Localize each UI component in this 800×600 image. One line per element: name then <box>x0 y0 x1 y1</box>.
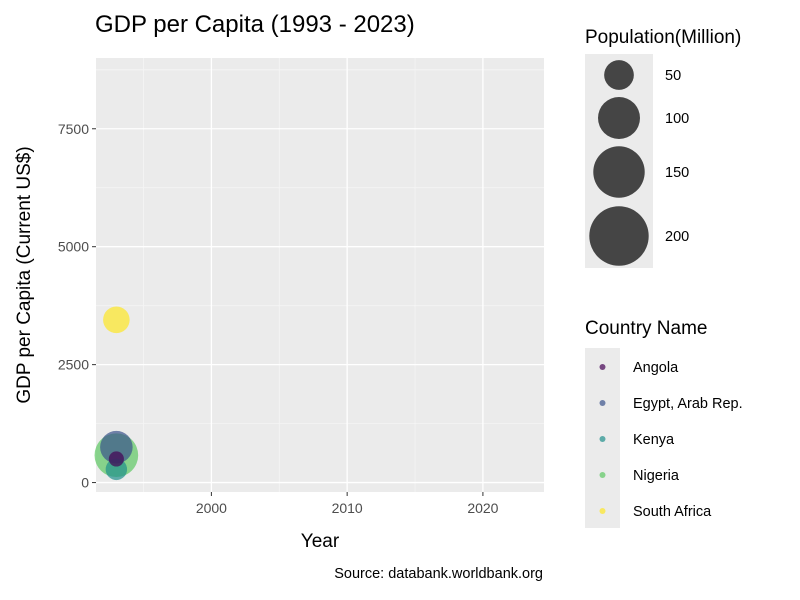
data-point-egypt-arab-rep <box>100 430 133 464</box>
x-axis-title: Year <box>301 531 340 552</box>
size-legend: Population(Million) 50 100 150 200 <box>585 27 741 268</box>
y-tick-label: 2500 <box>58 357 89 373</box>
y-tick-label: 5000 <box>58 239 89 255</box>
color-legend: Country Name Angola Egypt, Arab Rep. Kenya… <box>585 318 743 528</box>
size-legend-label: 150 <box>665 165 689 181</box>
color-legend-label: Nigeria <box>633 468 680 484</box>
y-tick-label: 7500 <box>58 121 89 137</box>
x-tick-label: 2010 <box>332 500 363 516</box>
color-legend-title: Country Name <box>585 318 708 339</box>
data-point-angola <box>108 451 124 467</box>
y-axis: 0 2500 5000 7500 <box>58 121 96 491</box>
size-legend-label: 200 <box>665 229 689 245</box>
color-legend-label: Kenya <box>633 432 675 448</box>
chart-title: GDP per Capita (1993 - 2023) <box>95 11 415 38</box>
x-tick-label: 2020 <box>467 500 498 516</box>
color-legend-label: Egypt, Arab Rep. <box>633 396 743 412</box>
size-legend-label: 50 <box>665 68 681 84</box>
size-legend-label: 100 <box>665 111 689 127</box>
size-legend-key-200 <box>589 206 649 266</box>
color-legend-key-nigeria <box>599 472 606 478</box>
size-legend-key-100 <box>598 97 640 139</box>
color-legend-key-kenya <box>599 436 606 442</box>
data-points <box>94 306 139 481</box>
x-axis: 2000 2010 2020 <box>196 492 499 516</box>
y-tick-label: 0 <box>81 475 89 491</box>
source-caption: Source: databank.worldbank.org <box>334 566 543 582</box>
size-legend-key-150 <box>593 146 645 198</box>
x-tick-label: 2000 <box>196 500 227 516</box>
grid-minor <box>96 58 544 492</box>
grid-major <box>96 58 544 492</box>
size-legend-title: Population(Million) <box>585 27 741 48</box>
size-legend-key-50 <box>604 60 634 90</box>
color-legend-key-angola <box>599 364 606 370</box>
color-legend-key-egypt-arab-rep <box>599 400 606 406</box>
y-axis-title: GDP per Capita (Current US$) <box>14 146 35 403</box>
plot-panel <box>96 58 544 492</box>
color-legend-label: South Africa <box>633 504 712 520</box>
data-point-south-africa <box>103 306 130 334</box>
color-legend-key-south-africa <box>599 508 606 514</box>
color-legend-label: Angola <box>633 360 679 376</box>
